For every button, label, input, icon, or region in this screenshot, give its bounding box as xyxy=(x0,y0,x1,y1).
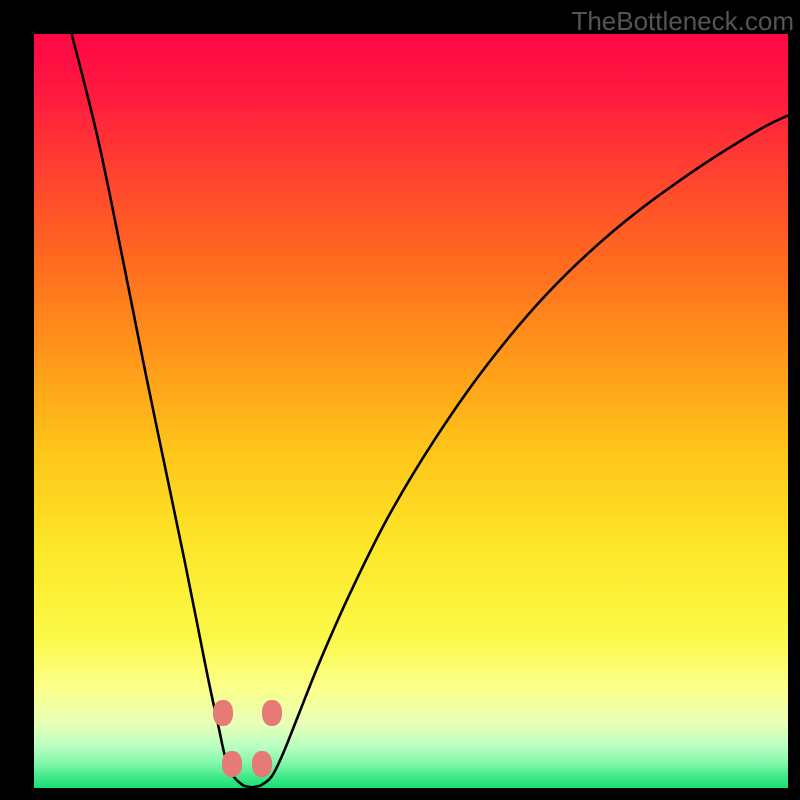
chart-frame: TheBottleneck.com xyxy=(0,0,800,800)
curve-marker-0 xyxy=(213,700,233,726)
curve-marker-3 xyxy=(262,700,282,726)
plot-area xyxy=(34,34,788,788)
watermark-text: TheBottleneck.com xyxy=(571,6,794,37)
curve-layer xyxy=(34,34,788,788)
curve-right-branch xyxy=(260,115,788,785)
curve-marker-2 xyxy=(252,751,272,777)
curve-marker-1 xyxy=(222,751,242,777)
curve-left-branch xyxy=(72,34,244,786)
curve-bottom xyxy=(244,786,261,788)
